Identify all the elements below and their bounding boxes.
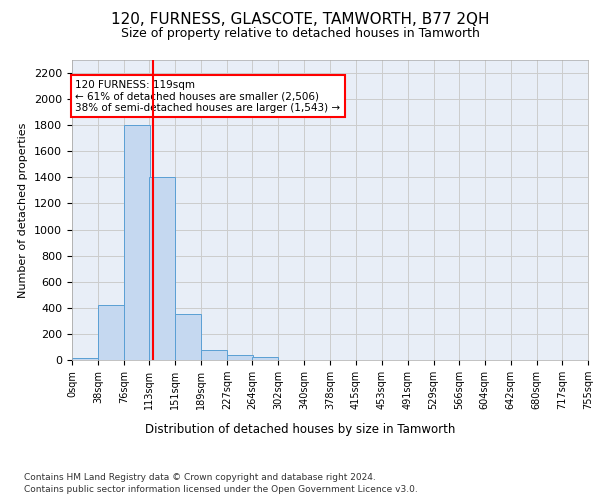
Text: Contains HM Land Registry data © Crown copyright and database right 2024.: Contains HM Land Registry data © Crown c… <box>24 472 376 482</box>
Bar <box>124 125 150 360</box>
Text: Size of property relative to detached houses in Tamworth: Size of property relative to detached ho… <box>121 28 479 40</box>
Text: Distribution of detached houses by size in Tamworth: Distribution of detached houses by size … <box>145 422 455 436</box>
Bar <box>201 350 227 360</box>
Text: 120 FURNESS: 119sqm
← 61% of detached houses are smaller (2,506)
38% of semi-det: 120 FURNESS: 119sqm ← 61% of detached ho… <box>76 80 341 113</box>
Y-axis label: Number of detached properties: Number of detached properties <box>19 122 28 298</box>
Bar <box>149 178 175 360</box>
Text: Contains public sector information licensed under the Open Government Licence v3: Contains public sector information licen… <box>24 485 418 494</box>
Bar <box>72 358 98 360</box>
Bar <box>175 314 201 360</box>
Text: 120, FURNESS, GLASCOTE, TAMWORTH, B77 2QH: 120, FURNESS, GLASCOTE, TAMWORTH, B77 2Q… <box>111 12 489 28</box>
Bar <box>227 356 253 360</box>
Bar <box>253 358 278 360</box>
Bar <box>98 305 124 360</box>
